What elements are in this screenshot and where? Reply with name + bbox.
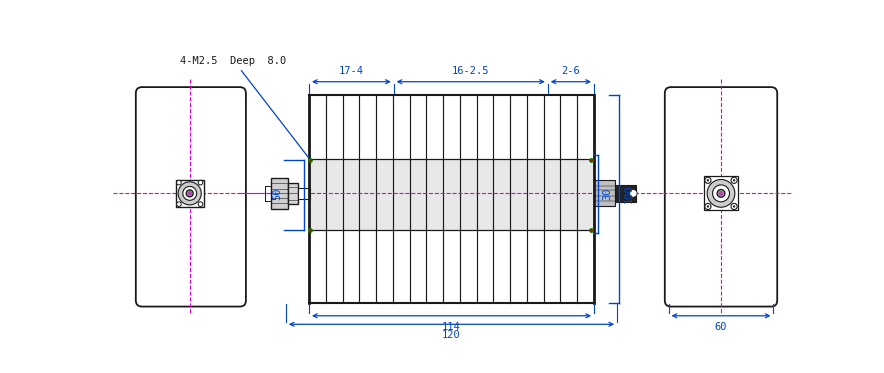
Bar xyxy=(614,185,636,202)
Text: 30: 30 xyxy=(602,187,613,200)
Bar xyxy=(271,178,287,209)
Circle shape xyxy=(198,202,202,207)
Circle shape xyxy=(183,186,196,200)
Bar xyxy=(309,159,594,229)
Circle shape xyxy=(713,185,729,202)
Circle shape xyxy=(187,190,194,197)
Circle shape xyxy=(177,202,181,207)
Text: 60: 60 xyxy=(715,322,728,332)
Bar xyxy=(298,188,309,199)
Circle shape xyxy=(705,177,711,184)
Circle shape xyxy=(733,179,735,181)
Circle shape xyxy=(629,189,637,197)
Bar xyxy=(594,180,614,207)
FancyBboxPatch shape xyxy=(665,87,777,307)
Text: 16-2.5: 16-2.5 xyxy=(452,66,490,76)
Circle shape xyxy=(720,192,723,195)
Circle shape xyxy=(707,179,709,181)
Circle shape xyxy=(705,203,711,210)
Circle shape xyxy=(731,177,737,184)
Text: 2-6: 2-6 xyxy=(561,66,580,76)
Bar xyxy=(176,179,203,207)
Bar xyxy=(287,183,298,204)
Text: 17-4: 17-4 xyxy=(339,66,364,76)
Text: 120: 120 xyxy=(442,330,461,341)
Bar xyxy=(309,95,594,303)
Text: 4-M2.5  Deep  8.0: 4-M2.5 Deep 8.0 xyxy=(180,56,309,158)
Circle shape xyxy=(707,179,735,207)
Circle shape xyxy=(177,180,181,185)
FancyBboxPatch shape xyxy=(136,87,246,307)
Circle shape xyxy=(198,180,202,185)
Circle shape xyxy=(731,203,737,210)
Bar xyxy=(704,176,738,210)
Text: 50: 50 xyxy=(272,187,283,200)
Circle shape xyxy=(188,192,191,195)
Circle shape xyxy=(707,205,709,208)
Circle shape xyxy=(179,182,202,205)
Text: 100: 100 xyxy=(624,184,634,203)
Circle shape xyxy=(733,205,735,208)
Text: 114: 114 xyxy=(442,322,461,332)
Circle shape xyxy=(717,189,725,197)
